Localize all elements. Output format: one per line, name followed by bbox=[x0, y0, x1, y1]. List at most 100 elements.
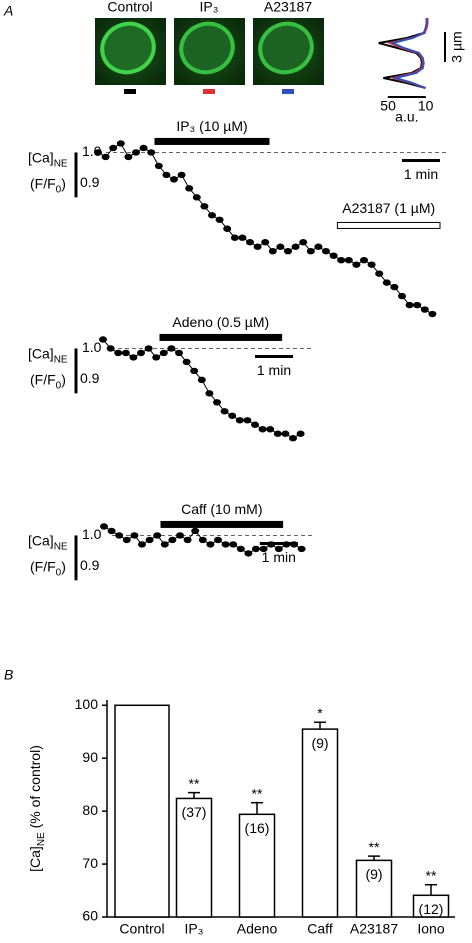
trace-point bbox=[122, 536, 131, 544]
time-scale-label: 1 min bbox=[262, 549, 296, 565]
trace-point bbox=[115, 532, 124, 539]
n-label: (12) bbox=[419, 901, 444, 917]
trace-point bbox=[344, 256, 353, 264]
y-axis-unit: (F/F0) bbox=[30, 371, 66, 391]
bar bbox=[238, 813, 276, 918]
trace-point bbox=[100, 523, 108, 530]
trace-point bbox=[405, 301, 414, 309]
trace-point bbox=[200, 203, 209, 210]
trace-point bbox=[198, 536, 207, 544]
trace-point bbox=[159, 349, 168, 357]
trace-point bbox=[243, 417, 252, 424]
trace-point bbox=[138, 541, 146, 548]
significance: ** bbox=[426, 867, 437, 883]
n-label: (9) bbox=[311, 735, 328, 751]
y-axis-label: [Ca]NE bbox=[28, 532, 68, 552]
y-tick-label: 1.0 bbox=[82, 339, 102, 355]
trace-point bbox=[266, 426, 275, 433]
trace-point bbox=[191, 527, 200, 535]
trace-line bbox=[102, 339, 301, 439]
trace-point bbox=[253, 243, 262, 250]
trace-point bbox=[261, 239, 270, 246]
trace-point bbox=[168, 536, 177, 544]
x-axis-label: a.u. bbox=[395, 109, 418, 125]
label-part: [Ca] bbox=[28, 345, 54, 361]
significance: ** bbox=[369, 839, 380, 855]
x-tick-label: 10 bbox=[418, 98, 434, 114]
drug-bar bbox=[159, 333, 283, 341]
trace-point bbox=[235, 417, 244, 424]
n-label: (16) bbox=[245, 820, 270, 836]
trace-point bbox=[190, 367, 199, 375]
trace-point bbox=[236, 545, 245, 553]
trace-point bbox=[145, 536, 154, 544]
panel-label: A bbox=[3, 3, 13, 19]
bar bbox=[175, 797, 213, 918]
drug-bar bbox=[336, 221, 441, 229]
y-tick-label: 70 bbox=[82, 855, 98, 871]
panel-label: B bbox=[4, 667, 13, 683]
bar bbox=[114, 704, 170, 918]
trace-point bbox=[176, 532, 184, 539]
trace-point bbox=[251, 421, 259, 428]
subscript: NE bbox=[54, 542, 68, 553]
label-part: ) bbox=[61, 371, 66, 387]
trace-point bbox=[206, 541, 215, 548]
trace-point bbox=[197, 376, 206, 384]
drug-label: Caff (10 mM) bbox=[181, 501, 262, 517]
y-tick-label: 0.9 bbox=[80, 370, 100, 386]
y-tick-label: 0.9 bbox=[80, 174, 100, 190]
nucleus bbox=[179, 21, 235, 75]
image-label: Control bbox=[107, 0, 152, 15]
drug-bar bbox=[154, 137, 270, 145]
subscript: NE bbox=[54, 159, 68, 170]
y-axis-unit: (F/F0) bbox=[30, 558, 66, 578]
trace-point bbox=[314, 243, 323, 250]
subscript: NE bbox=[54, 355, 68, 366]
n-label: (37) bbox=[182, 804, 207, 820]
trace-point bbox=[153, 532, 162, 539]
trace-point bbox=[177, 171, 186, 179]
y-axis-label: [Ca]NE (% of control) bbox=[27, 745, 47, 872]
trace-point bbox=[94, 149, 102, 156]
trace-point bbox=[413, 301, 422, 309]
trace-point bbox=[398, 292, 406, 300]
trace-point bbox=[152, 354, 161, 361]
trace-point bbox=[244, 550, 253, 557]
drug-label: IP₃ (10 µM) bbox=[176, 118, 247, 134]
significance: ** bbox=[252, 785, 263, 801]
trace-point bbox=[183, 536, 192, 544]
drug-label: Adeno (0.5 µM) bbox=[172, 314, 269, 330]
label-part: ) bbox=[61, 175, 66, 191]
trace-point bbox=[99, 336, 107, 343]
scale-bar-label: 3 µm bbox=[449, 31, 465, 62]
color-marker bbox=[282, 89, 294, 94]
trace-point bbox=[259, 545, 268, 553]
y-tick-label: 100 bbox=[75, 696, 99, 712]
label-part: (F/F bbox=[30, 175, 56, 191]
x-tick-label: Caff bbox=[307, 921, 333, 937]
trace-point bbox=[182, 358, 191, 366]
trace-point bbox=[268, 248, 277, 255]
trace-point bbox=[276, 243, 285, 250]
trace-point bbox=[322, 248, 330, 255]
trace-point bbox=[284, 248, 292, 255]
trace-point bbox=[109, 144, 118, 152]
trace-point bbox=[296, 430, 305, 437]
drug-label: A23187 (1 µM) bbox=[342, 200, 435, 216]
trace-point bbox=[101, 153, 110, 161]
trace-point bbox=[185, 185, 194, 192]
trace-point bbox=[428, 310, 437, 318]
trace-point bbox=[192, 194, 201, 201]
trace-point bbox=[124, 153, 133, 161]
trace-point bbox=[297, 545, 306, 553]
trace-point bbox=[291, 243, 300, 250]
trace-point bbox=[282, 541, 291, 548]
y-tick-label: 0.9 bbox=[80, 557, 100, 573]
y-axis-unit: (F/F0) bbox=[30, 175, 66, 195]
trace-point bbox=[273, 430, 282, 437]
color-marker bbox=[203, 89, 215, 94]
trace-point bbox=[290, 541, 298, 548]
trace-point bbox=[246, 239, 254, 246]
